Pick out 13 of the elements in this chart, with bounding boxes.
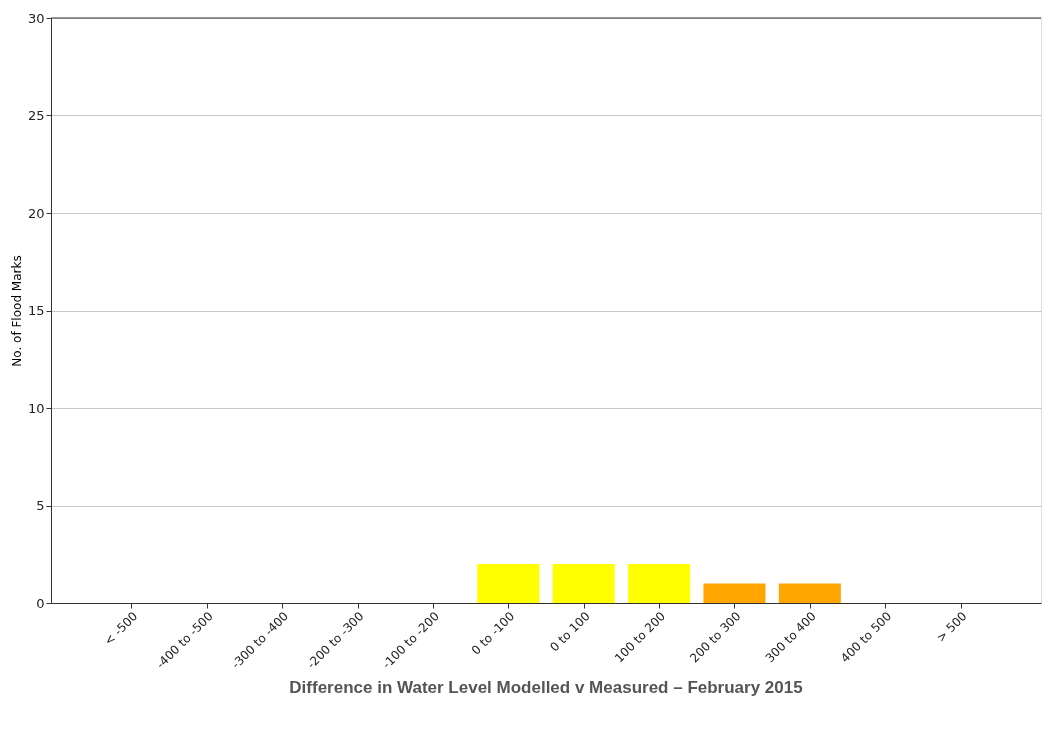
- y-tick-label: 5: [36, 498, 45, 513]
- y-axis-title: No. of Flood Marks: [9, 255, 24, 367]
- y-tick-label: 20: [27, 205, 45, 221]
- x-tick-label: > 500: [933, 609, 970, 645]
- y-tick-label: 0: [36, 595, 45, 611]
- text: Difference in Water Level Modelled v Measured – February 2015: [289, 678, 803, 698]
- y-tick-label: 10: [27, 400, 45, 416]
- y-tick-label: 25: [27, 108, 45, 123]
- y-tick-label: 15: [27, 303, 45, 318]
- x-tick-label: 300 to 400: [762, 609, 819, 666]
- y-tick-label: 30: [27, 10, 45, 26]
- x-tick-label: 0 to 100: [547, 609, 593, 655]
- x-tick-label: 400 to 500: [838, 609, 895, 666]
